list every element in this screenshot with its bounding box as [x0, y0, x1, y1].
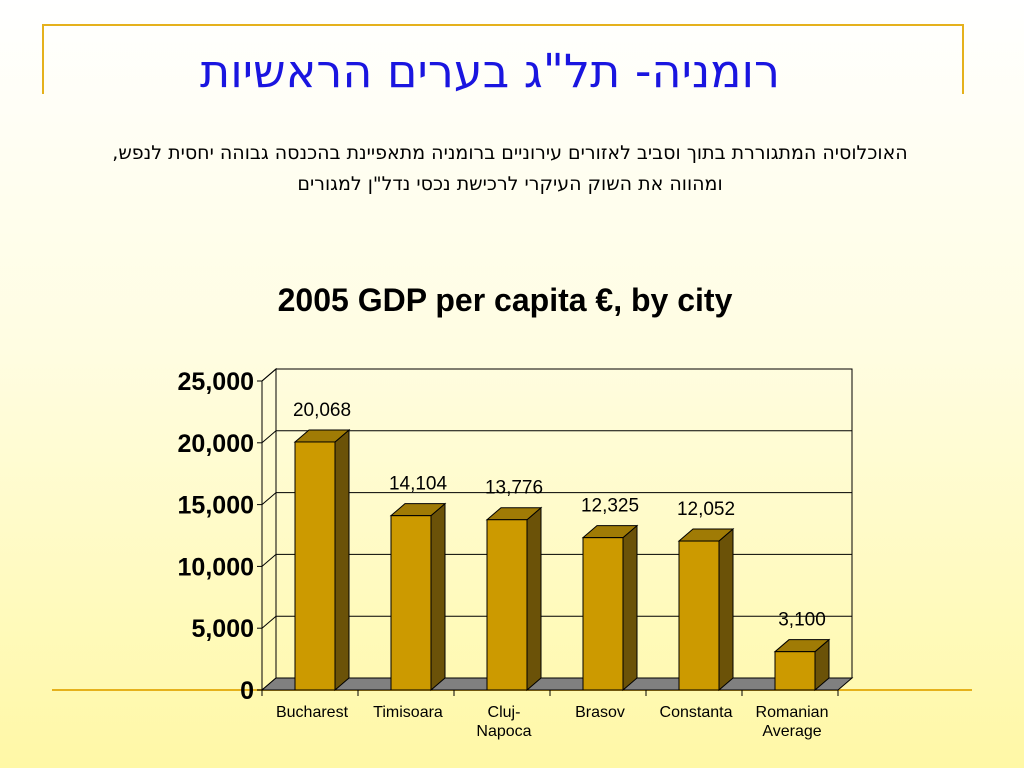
gridline-side: [261, 492, 277, 505]
x-tick-label: Constanta: [660, 704, 733, 721]
bar-side: [334, 428, 350, 692]
data-label: 14,104: [389, 474, 448, 495]
slide-subtitle: האוכלוסיה המתגוררת בתוך וסביב לאזורים עי…: [112, 142, 908, 195]
plot-side-wall: [261, 367, 277, 692]
data-label: 20,068: [293, 400, 351, 421]
plot-floor: [260, 677, 854, 691]
y-tick-label: 0: [240, 677, 254, 705]
bar: [678, 540, 720, 691]
bar-side: [622, 524, 638, 692]
gridline-side: [261, 368, 277, 382]
bar: [774, 651, 816, 691]
x-tick-label: Timisoara: [373, 704, 443, 721]
x-tick-label: Bucharest: [276, 704, 349, 721]
y-tick-label: 15,000: [178, 492, 254, 520]
gridline-side: [261, 615, 277, 629]
plot-back-wall: [275, 368, 853, 679]
y-tick-label: 5,000: [191, 615, 254, 643]
bar: [294, 441, 336, 691]
frame-left-line: [42, 24, 44, 94]
data-label: 12,325: [581, 496, 639, 517]
x-tick-label: Cluj-: [488, 704, 521, 721]
y-tick-label: 25,000: [178, 368, 254, 396]
chart-title: 2005 GDP per capita €, by city: [277, 282, 733, 318]
data-label: 3,100: [778, 610, 826, 631]
gridline-side: [261, 430, 277, 444]
bar: [390, 515, 432, 691]
x-tick-label: Average: [762, 723, 821, 740]
y-tick-label: 10,000: [178, 553, 254, 581]
x-tick-label: Romanian: [756, 704, 829, 721]
x-tick-label: Napoca: [476, 723, 531, 740]
bar: [486, 519, 528, 691]
gridline-side: [261, 554, 277, 567]
slide-title: רומניה- תל"ג בערים הראשיות: [199, 44, 781, 98]
frame-right-line: [962, 24, 964, 94]
bar-side: [718, 527, 734, 692]
data-label: 13,776: [485, 478, 543, 499]
bar-side: [430, 502, 446, 692]
data-label: 12,052: [677, 499, 735, 520]
y-tick-label: 20,000: [178, 430, 254, 458]
bar-side: [526, 506, 542, 692]
bar: [582, 537, 624, 691]
frame-top-line: [42, 24, 964, 26]
x-tick-label: Brasov: [575, 704, 625, 721]
